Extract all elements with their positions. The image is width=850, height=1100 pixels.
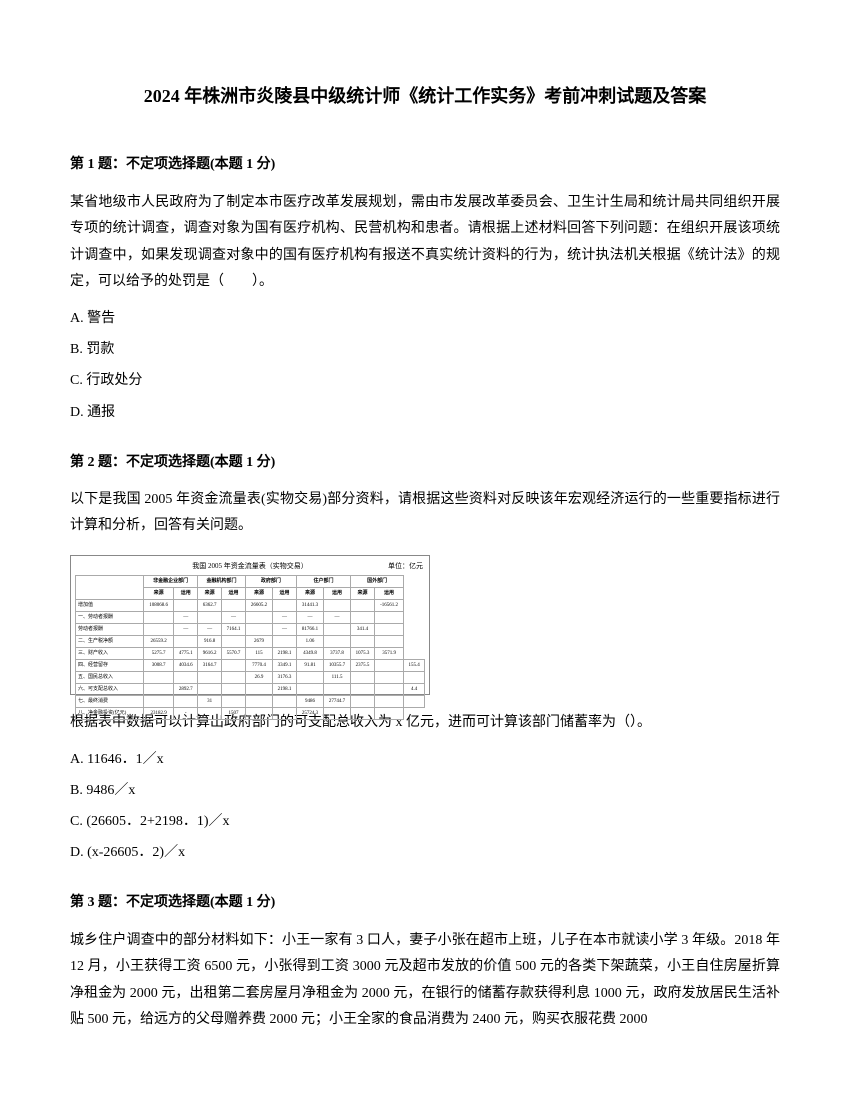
q2-option-b: B. 9486／x xyxy=(70,778,780,803)
q1-body: 某省地级市人民政府为了制定本市医疗改革发展规划，需由市发展改革委员会、卫生计生局… xyxy=(70,190,780,296)
q2-table-unit: 单位：亿元 xyxy=(388,560,423,573)
q2-mini-table: 非金融企业部门 金融机构部门 政府部门 住户部门 国外部门 来源运用 来源运用 … xyxy=(75,575,425,720)
q2-body: 以下是我国 2005 年资金流量表(实物交易)部分资料，请根据这些资料对反映该年… xyxy=(70,487,780,540)
q1-option-d: D. 通报 xyxy=(70,400,780,425)
q3-header: 第 3 题：不定项选择题(本题 1 分) xyxy=(70,890,780,915)
q1-header: 第 1 题：不定项选择题(本题 1 分) xyxy=(70,152,780,177)
q2-header: 第 2 题：不定项选择题(本题 1 分) xyxy=(70,450,780,475)
q2-table-caption: 我国 2005 年资金流量表（实物交易） xyxy=(75,560,425,573)
q3-body: 城乡住户调查中的部分材料如下：小王一家有 3 口人，妻子小张在超市上班，儿子在本… xyxy=(70,928,780,1034)
q2-table-image: 我国 2005 年资金流量表（实物交易） 单位：亿元 非金融企业部门 金融机构部… xyxy=(70,555,430,695)
q2-option-c: C. (26605．2+2198．1)／x xyxy=(70,809,780,834)
q2-option-d: D. (x-26605．2)／x xyxy=(70,840,780,865)
q1-option-b: B. 罚款 xyxy=(70,337,780,362)
q1-option-c: C. 行政处分 xyxy=(70,368,780,393)
page-title: 2024 年株洲市炎陵县中级统计师《统计工作实务》考前冲刺试题及答案 xyxy=(70,80,780,112)
q1-option-a: A. 警告 xyxy=(70,306,780,331)
q2-option-a: A. 11646．1／x xyxy=(70,747,780,772)
